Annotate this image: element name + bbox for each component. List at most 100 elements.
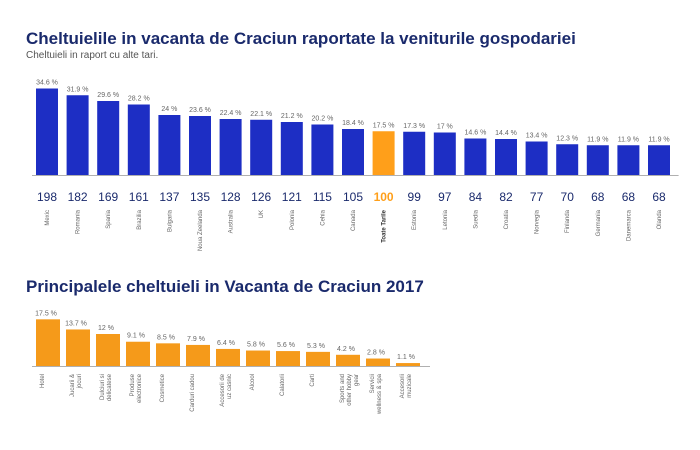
chart1-category-label: Canada bbox=[351, 209, 357, 231]
chart2-category-label: Carti bbox=[310, 374, 316, 387]
chart1-value-label: 18.4 % bbox=[342, 120, 364, 127]
chart1-value-label: 11.9 % bbox=[587, 136, 608, 143]
chart1-svg: 34.6 % 198 Mexic 31.9 % 182 Romania 29.6 % 169 S… bbox=[32, 80, 679, 251]
chart2-category-label: Serviciiwellness & spa bbox=[370, 373, 383, 415]
chart2-value-label: 1.1 % bbox=[397, 354, 415, 361]
chart2-category-label: Hotel bbox=[40, 374, 46, 388]
chart1-bar bbox=[158, 115, 181, 175]
chart2-value-label: 5.6 % bbox=[277, 342, 295, 349]
chart2-category-label: Produseelectronice bbox=[130, 373, 143, 403]
chart1-category-label: Letonia bbox=[443, 209, 449, 229]
chart1-bar bbox=[280, 122, 303, 175]
chart1-index-label: 182 bbox=[68, 190, 88, 204]
chart1-bar bbox=[36, 88, 58, 175]
chart1-category-label: Brazilia bbox=[137, 209, 143, 229]
chart1-bar bbox=[66, 95, 89, 175]
chart2-category-label: Dulciuri sidelicatese bbox=[100, 373, 113, 401]
chart1-bar bbox=[617, 145, 640, 175]
chart1-bar bbox=[189, 116, 211, 175]
chart2-value-label: 5.8 % bbox=[247, 342, 265, 349]
chart1-value-label: 24 % bbox=[161, 106, 177, 113]
chart2-category-label: Sports andother hobbygear bbox=[340, 374, 360, 406]
chart2-bar bbox=[306, 351, 330, 366]
chart1-index-label: 135 bbox=[190, 190, 210, 204]
chart1-value-label: 11.9 % bbox=[618, 136, 639, 143]
chart1-bar bbox=[495, 139, 517, 175]
chart1-value-label: 11.9 % bbox=[648, 136, 669, 143]
chart1-title: Cheltuielile in vacanta de Craciun rapor… bbox=[26, 29, 576, 48]
chart1-value-label: 29.6 % bbox=[97, 92, 119, 99]
chart2-category-label: Jucarii &jocuri bbox=[70, 374, 83, 397]
chart2-value-label: 6.4 % bbox=[217, 340, 235, 347]
chart1-index-label: 161 bbox=[129, 190, 149, 204]
chart1-category-label: Estonia bbox=[412, 209, 418, 230]
chart1-bar bbox=[342, 129, 364, 175]
chart2-value-label: 9.1 % bbox=[127, 333, 145, 340]
chart2-category-label: Calatorii bbox=[280, 374, 286, 396]
chart1-category-label: Croatia bbox=[504, 209, 510, 229]
chart1-value-label: 23.6 % bbox=[189, 107, 211, 114]
chart1-index-label: 169 bbox=[98, 190, 118, 204]
chart2-value-label: 7.9 % bbox=[187, 336, 205, 343]
chart2-bar bbox=[336, 354, 360, 366]
chart1-index-label: 77 bbox=[530, 190, 544, 204]
chart1-bar bbox=[433, 132, 456, 175]
chart1-index-label: 100 bbox=[374, 190, 394, 204]
chart1-category-label: Finlanda bbox=[565, 209, 571, 233]
chart1-category-label: Cehia bbox=[320, 209, 326, 225]
chart2-value-label: 13.7 % bbox=[65, 320, 87, 327]
chart2-category-label: Alcool bbox=[250, 374, 256, 390]
chart1-value-label: 17 % bbox=[437, 124, 453, 131]
chart1-category-label: Toate Tarile bbox=[382, 209, 388, 242]
chart1-index-label: 97 bbox=[438, 190, 452, 204]
chart1-category-label: Romania bbox=[76, 209, 82, 234]
chart1-category-label: Germania bbox=[596, 209, 602, 236]
chart1-value-label: 14.6 % bbox=[465, 130, 487, 137]
chart1-index-label: 121 bbox=[282, 190, 302, 204]
chart2-category-label: Accesoriimuzicale bbox=[400, 373, 413, 398]
chart2-value-label: 12 % bbox=[98, 325, 114, 332]
chart1-bar bbox=[648, 145, 670, 175]
chart1-category-label: Noua Zeelanda bbox=[198, 209, 204, 251]
chart1-bar bbox=[97, 101, 120, 175]
chart1-category-label: Olanda bbox=[657, 209, 663, 229]
chart1-value-label: 12.3 % bbox=[556, 135, 578, 142]
chart2-value-label: 4.2 % bbox=[337, 346, 355, 353]
chart1-index-label: 105 bbox=[343, 190, 363, 204]
chart2-bar bbox=[126, 341, 150, 366]
chart1-index-label: 115 bbox=[313, 190, 332, 204]
chart1-index-label: 84 bbox=[469, 190, 483, 204]
chart1-value-label: 34.6 % bbox=[36, 80, 58, 87]
chart1-category-label: Australia bbox=[229, 209, 235, 233]
chart2-bar bbox=[96, 334, 120, 366]
chart1-value-label: 14.4 % bbox=[495, 130, 517, 137]
chart1-value-label: 21.2 % bbox=[281, 113, 303, 120]
chart2-bar bbox=[36, 319, 60, 366]
chart1-bar bbox=[556, 144, 579, 175]
chart1-index-label: 70 bbox=[561, 190, 575, 204]
chart1-index-label: 137 bbox=[159, 190, 179, 204]
chart1-index-label: 198 bbox=[37, 190, 57, 204]
chart1-value-label: 22.4 % bbox=[220, 110, 242, 117]
chart2-bar bbox=[396, 363, 420, 366]
chart1-subtitle: Cheltuieli in raport cu alte tari. bbox=[26, 50, 159, 61]
chart2-bar bbox=[246, 350, 270, 366]
chart1-category-label: Spania bbox=[106, 209, 112, 228]
chart1-bar bbox=[464, 138, 487, 175]
chart1-category-label: Norvegia bbox=[535, 209, 541, 234]
chart2-value-label: 5.3 % bbox=[307, 343, 325, 350]
chart2-bar bbox=[186, 344, 210, 366]
chart2-category-label: Accesorii deuz casnic bbox=[220, 373, 233, 406]
chart1-bar bbox=[127, 104, 150, 175]
chart2-value-label: 8.5 % bbox=[157, 334, 175, 341]
chart2-bar bbox=[66, 329, 90, 366]
chart1-bar bbox=[586, 145, 609, 175]
chart2-bar bbox=[276, 351, 300, 366]
chart1-bar bbox=[311, 124, 334, 175]
chart1-value-label: 17.3 % bbox=[403, 123, 425, 130]
chart1-value-label: 22.1 % bbox=[250, 111, 272, 118]
chart1-index-label: 68 bbox=[652, 190, 666, 204]
chart2-bar bbox=[366, 358, 390, 366]
chart2-svg: 17.5 % Hotel 13.7 % Jucarii &jocuri 12 % Dulc… bbox=[32, 310, 430, 415]
